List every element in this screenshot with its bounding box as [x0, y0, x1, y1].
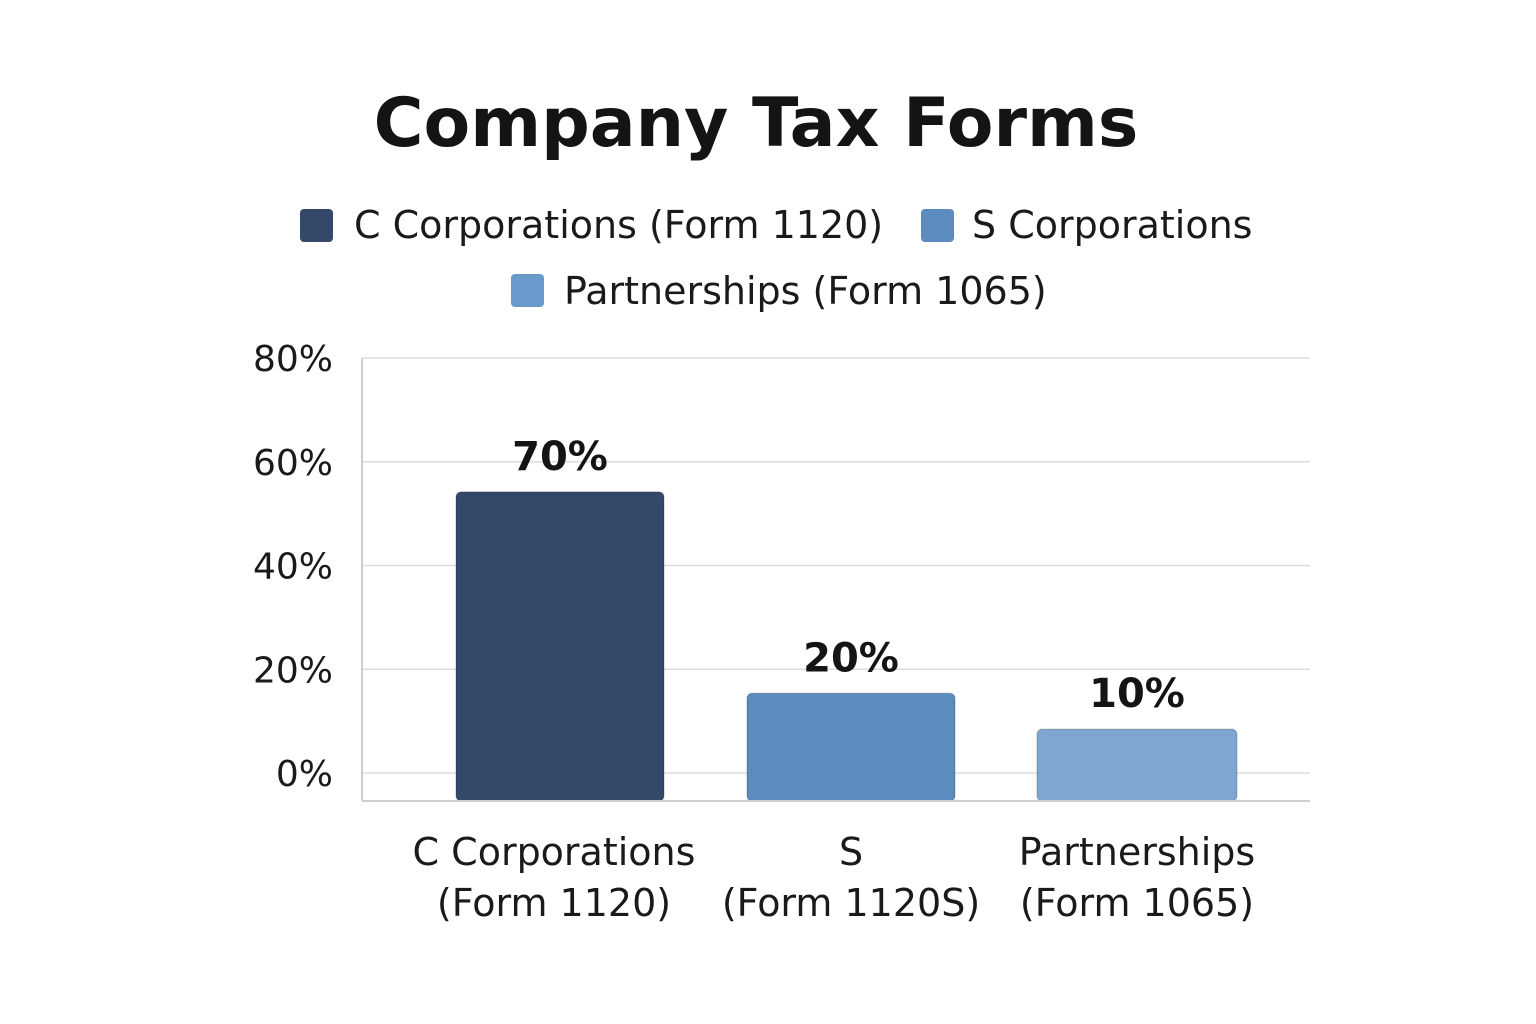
legend-label: Partnerships (Form 1065): [564, 269, 1047, 313]
value-label: 70%: [512, 434, 608, 480]
legend: C Corporations (Form 1120) S Corporations…: [300, 203, 1252, 313]
y-tick-label: 0%: [276, 754, 333, 795]
x-category-label: C Corporations: [413, 830, 696, 874]
chart-title: Company Tax Forms: [374, 84, 1139, 163]
value-label: 20%: [803, 635, 899, 681]
x-axis-categories: C Corporations (Form 1120) S (Form 1120S) Pa…: [413, 830, 1256, 925]
legend-label: C Corporations (Form 1120): [354, 203, 883, 247]
bars: [455, 491, 1238, 802]
y-tick-label: 40%: [253, 547, 333, 588]
x-category-label: S: [839, 830, 863, 874]
y-tick-label: 60%: [253, 443, 333, 484]
legend-swatch: [921, 209, 954, 242]
x-category-label: (Form 1120S): [722, 881, 980, 925]
x-category-label: Partnerships: [1019, 830, 1255, 874]
bar-2: [1036, 728, 1238, 802]
x-category-label: (Form 1120): [437, 881, 671, 925]
legend-swatch: [511, 274, 544, 307]
x-category-label: (Form 1065): [1020, 881, 1254, 925]
bar-1: [746, 692, 956, 802]
value-labels: 70% 20% 10%: [512, 434, 1185, 717]
legend-label: S Corporations: [972, 203, 1252, 247]
y-axis-ticks: 0% 20% 40% 60% 80%: [253, 339, 333, 795]
y-tick-label: 80%: [253, 339, 333, 380]
value-label: 10%: [1089, 671, 1185, 717]
legend-swatch: [300, 209, 333, 242]
y-tick-label: 20%: [253, 650, 333, 691]
bar-0: [455, 491, 665, 802]
